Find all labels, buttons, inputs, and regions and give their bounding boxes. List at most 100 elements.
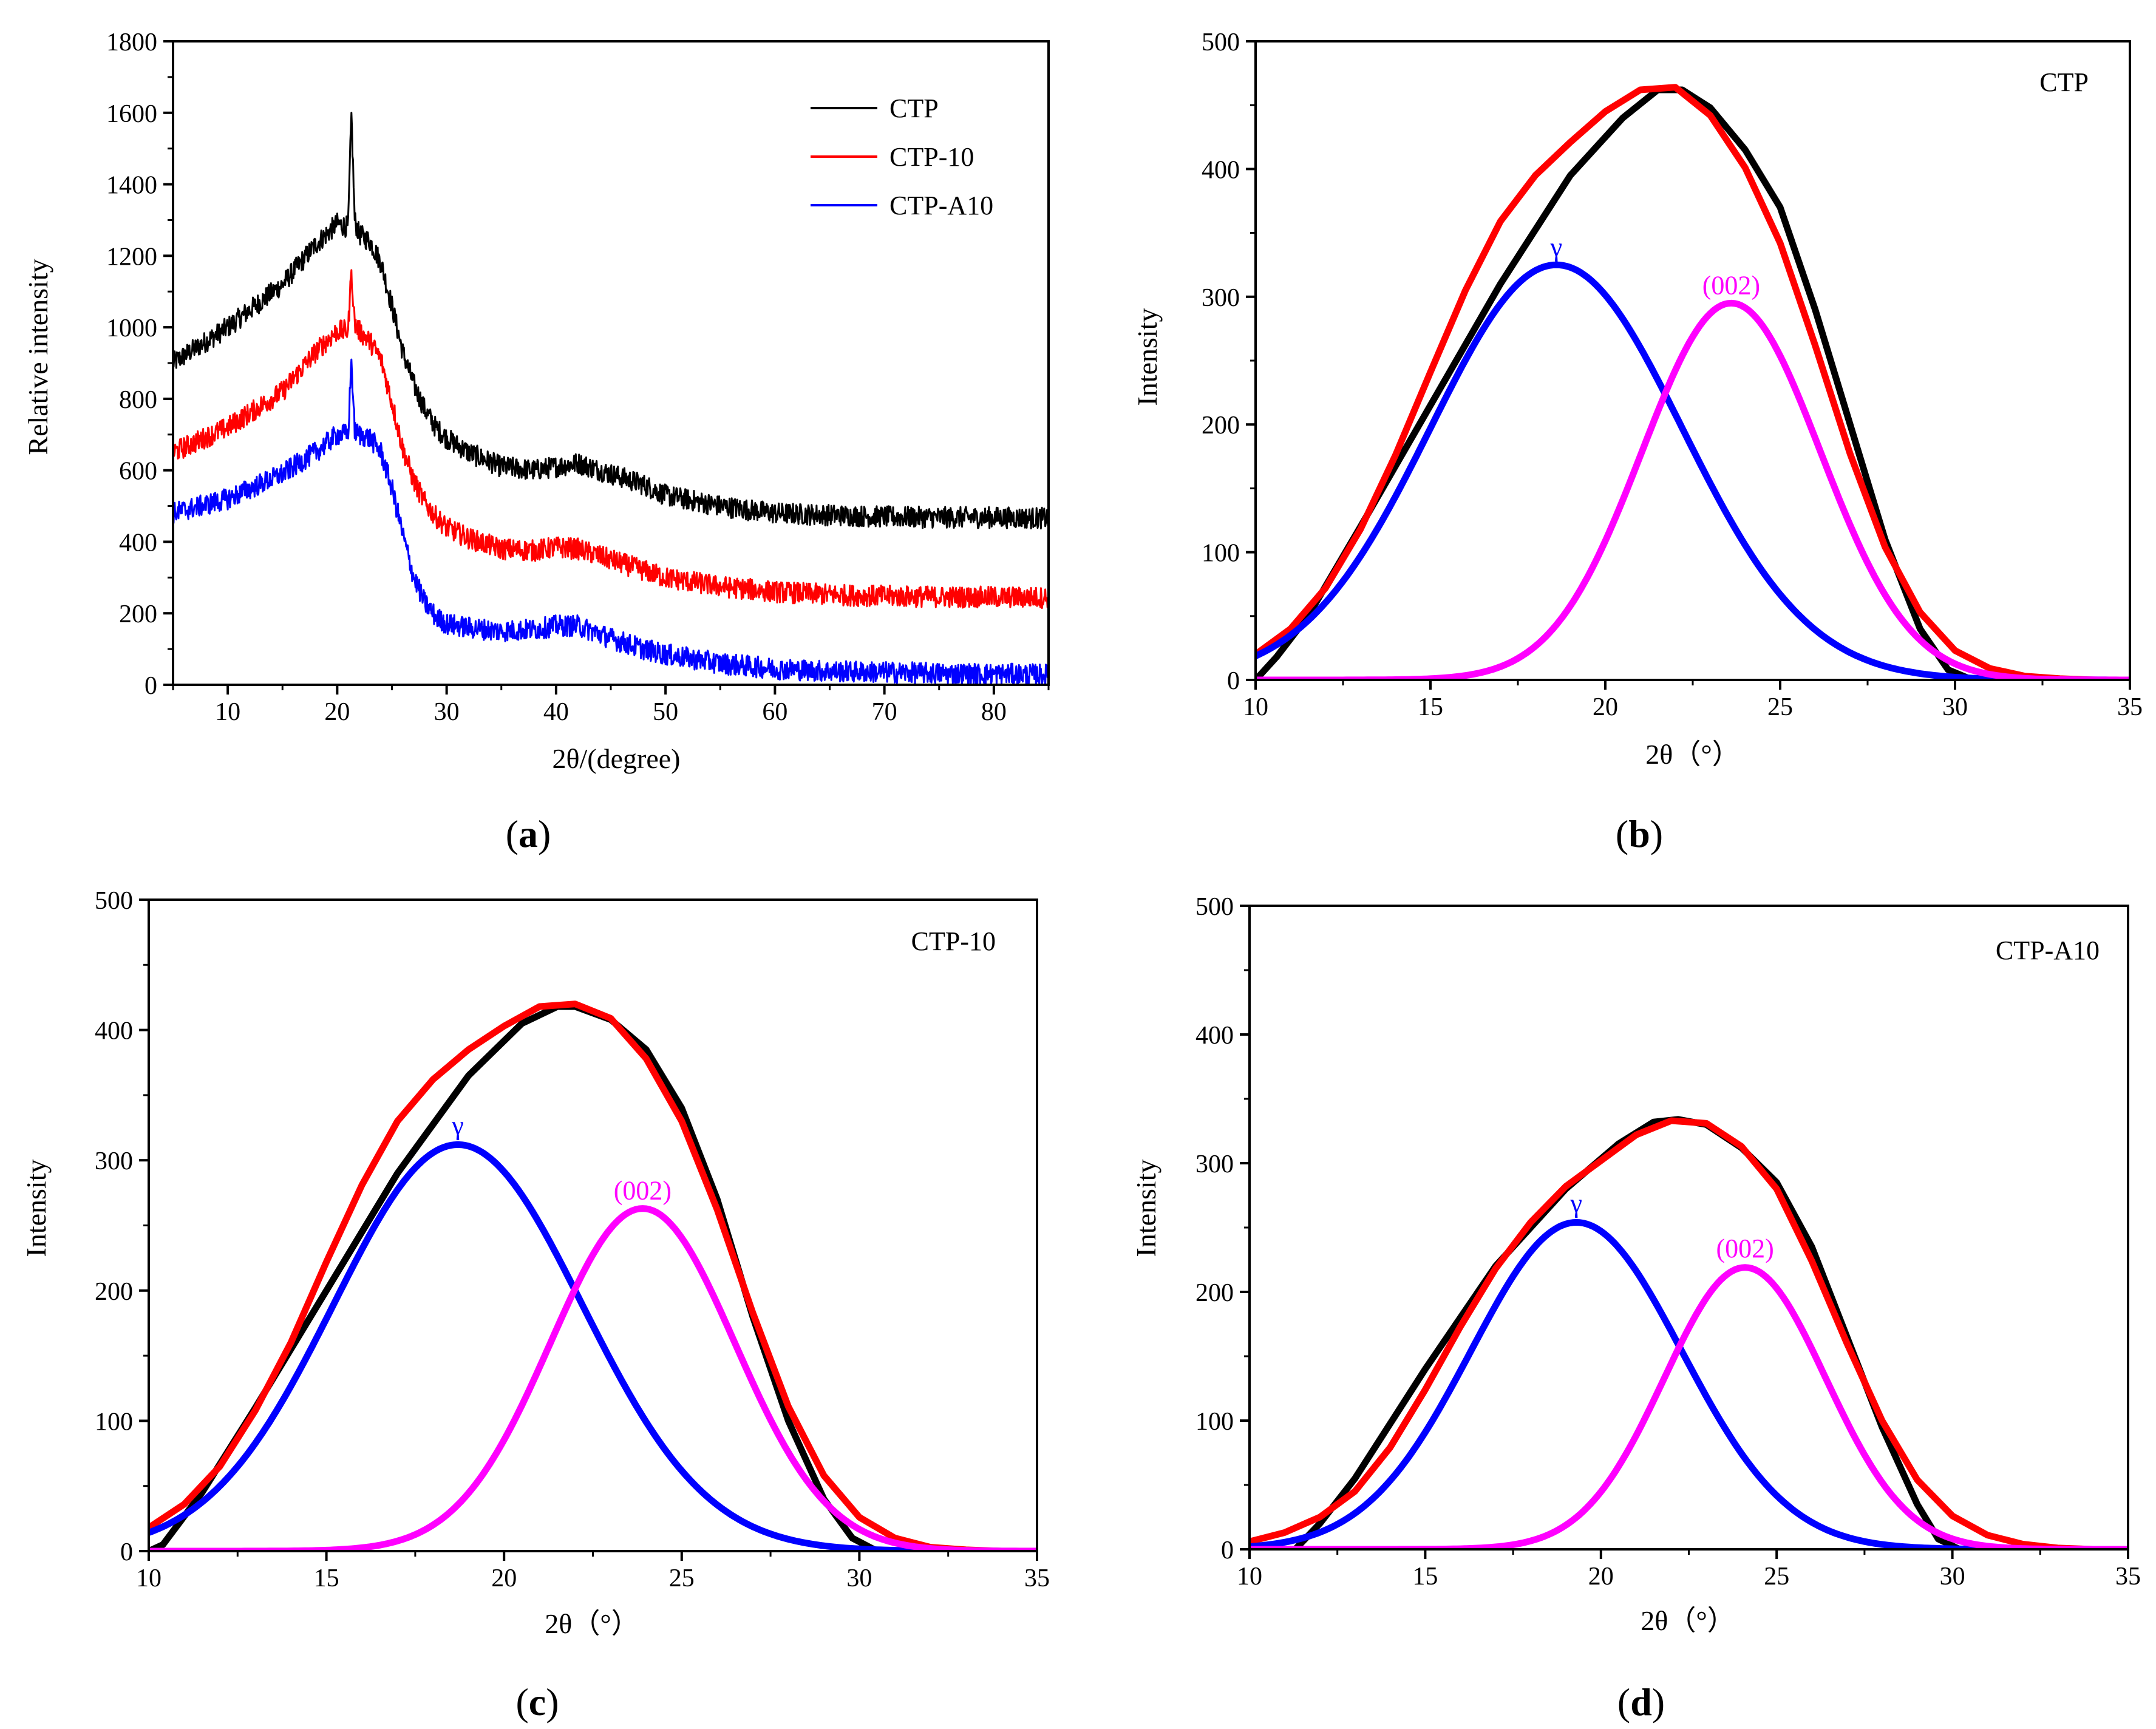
- series-line-2: [149, 1141, 1037, 1551]
- x-tick-label: 20: [491, 1564, 517, 1592]
- x-tick-label: 10: [215, 698, 240, 726]
- x-tick-label: 35: [2117, 693, 2143, 721]
- series-line-ctp: [173, 112, 1049, 530]
- y-tick-label: 300: [1195, 1150, 1234, 1178]
- x-tick-label: 20: [324, 698, 350, 726]
- peak-002-label: (002): [1702, 271, 1760, 301]
- y-tick-label: 0: [1221, 1537, 1234, 1564]
- x-tick-label: 30: [846, 1564, 872, 1592]
- x-tick-label: 30: [1940, 1563, 1965, 1591]
- y-tick-label: 1600: [106, 100, 157, 128]
- y-tick-label: 500: [1195, 893, 1234, 921]
- peak-002-label: (002): [1716, 1234, 1773, 1263]
- series-line-0: [1256, 86, 2130, 680]
- plot-frame: [148, 898, 1038, 1552]
- y-tick-label: 200: [1195, 1279, 1234, 1307]
- y-tick-label: 400: [119, 529, 157, 557]
- series-line-2: [1250, 1219, 2128, 1549]
- caption-paren: (: [506, 812, 519, 855]
- caption-paren: ): [1652, 1680, 1665, 1724]
- panel-d: 10 15 20 25 30 35 0 100 200 300 400 500 2θ（°） Intensi…: [1131, 893, 2141, 1724]
- legend-label: CTP-10: [889, 142, 974, 172]
- y-tick-label: 200: [119, 600, 157, 628]
- legend-label: CTP-A10: [889, 191, 993, 220]
- panel-caption: (c): [515, 1680, 559, 1724]
- y-tick-label: 300: [1202, 284, 1240, 312]
- y-axis-title: Intensity: [21, 1160, 52, 1257]
- y-tick-label: 400: [95, 1017, 133, 1045]
- y-tick-label: 100: [1195, 1408, 1234, 1436]
- plot-frame: [1254, 40, 2131, 681]
- x-tick-label: 25: [1764, 1563, 1789, 1591]
- series-line-ctp-10: [173, 269, 1049, 610]
- y-tick-label: 500: [1202, 29, 1240, 56]
- x-tick-label: 30: [1942, 693, 1968, 721]
- x-tick-label: 10: [1237, 1563, 1262, 1591]
- y-tick-label: 300: [95, 1147, 133, 1175]
- y-tick-label: 1800: [106, 29, 157, 56]
- y-tick-label: 800: [119, 386, 157, 414]
- y-tick-label: 0: [120, 1538, 133, 1566]
- panel-title: CTP-A10: [1996, 936, 2100, 965]
- y-axis-title: Intensity: [1131, 1160, 1161, 1257]
- caption-paren: (: [515, 1680, 528, 1724]
- x-axis-title: 2θ/(degree): [552, 743, 680, 774]
- y-tick-label: 0: [145, 672, 157, 700]
- caption-letter: b: [1628, 812, 1650, 855]
- x-tick-label: 30: [434, 698, 460, 726]
- y-tick-label: 100: [95, 1408, 133, 1436]
- panel-title: CTP-10: [911, 926, 996, 956]
- series-line-1: [149, 1000, 1037, 1551]
- legend-label: CTP: [889, 93, 939, 123]
- caption-letter: c: [529, 1680, 546, 1724]
- y-tick-label: 0: [1227, 667, 1240, 695]
- x-tick-label: 50: [653, 698, 678, 726]
- y-tick-label: 1000: [106, 314, 157, 342]
- x-tick-label: 25: [669, 1564, 695, 1592]
- caption-paren: ): [538, 812, 551, 855]
- x-axis-title: 2θ（°）: [545, 1608, 639, 1639]
- x-tick-label: 40: [543, 698, 569, 726]
- panel-caption: (a): [506, 812, 551, 855]
- x-tick-label: 10: [136, 1564, 162, 1592]
- caption-letter: d: [1630, 1680, 1652, 1724]
- x-tick-label: 35: [2115, 1563, 2141, 1591]
- series-line-1: [1256, 84, 2130, 680]
- caption-letter: a: [519, 812, 538, 855]
- x-tick-label: 20: [1588, 1563, 1614, 1591]
- series-line-0: [149, 1003, 1037, 1551]
- gamma-peak-label: γ: [1570, 1189, 1582, 1218]
- y-tick-label: 1200: [106, 243, 157, 271]
- peak-002-label: (002): [614, 1176, 672, 1206]
- x-tick-label: 20: [1593, 693, 1618, 721]
- panel-caption: (b): [1616, 812, 1663, 855]
- panel-b: 10 15 20 25 30 35 0 100 200 300 400 500 2θ（°） Intensi…: [1132, 29, 2143, 855]
- gamma-peak-label: γ: [451, 1110, 463, 1140]
- y-tick-label: 200: [1202, 412, 1240, 440]
- x-tick-label: 25: [1767, 693, 1793, 721]
- gamma-peak-label: γ: [1550, 232, 1562, 262]
- series-line-1: [1250, 1117, 2128, 1549]
- series-line-2: [1256, 261, 2130, 680]
- x-tick-label: 70: [872, 698, 897, 726]
- plot-frame: [1248, 905, 2129, 1551]
- x-tick-label: 15: [1418, 693, 1443, 721]
- y-tick-label: 100: [1202, 540, 1240, 568]
- caption-paren: ): [546, 1680, 559, 1724]
- panel-caption: (d): [1617, 1680, 1665, 1724]
- panel-c: 10 15 20 25 30 35 0 100 200 300 400 500 2θ（°） Intensi…: [21, 887, 1050, 1724]
- y-tick-label: 400: [1195, 1022, 1234, 1050]
- y-tick-label: 1400: [106, 172, 157, 200]
- series-group: [1250, 1116, 2128, 1549]
- x-tick-label: 35: [1024, 1564, 1050, 1592]
- series-group: [149, 1000, 1037, 1551]
- y-axis-title: Relative intensity: [22, 259, 53, 455]
- x-tick-label: 15: [314, 1564, 339, 1592]
- series-line-3: [149, 1205, 1037, 1551]
- y-tick-label: 600: [119, 458, 157, 486]
- x-tick-label: 80: [981, 698, 1007, 726]
- y-tick-label: 200: [95, 1278, 133, 1306]
- caption-paren: (: [1616, 812, 1628, 855]
- series-line-ctp-a10: [173, 358, 1049, 685]
